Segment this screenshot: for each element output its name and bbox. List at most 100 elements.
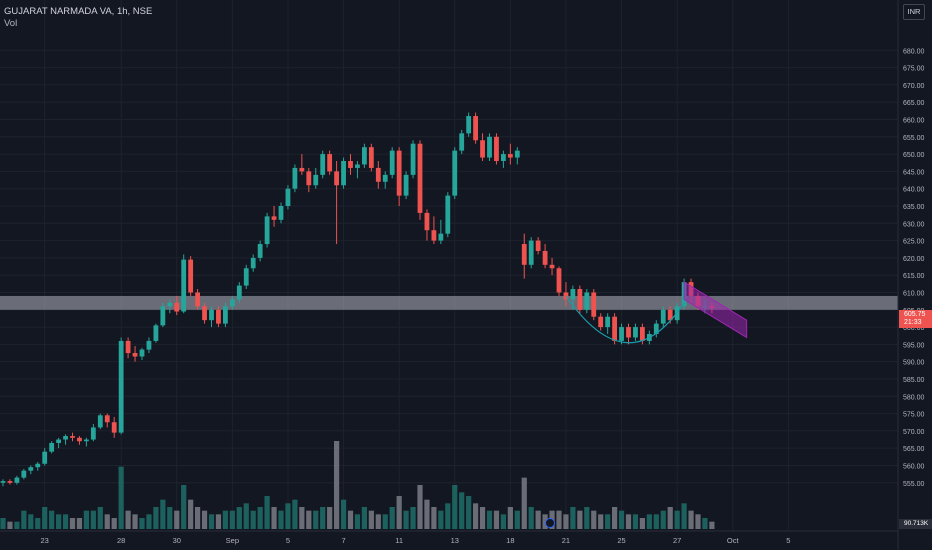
candle: [167, 299, 173, 314]
candle-body: [598, 316, 604, 328]
candles: [0, 112, 715, 487]
volume-bar: [49, 510, 55, 529]
candle-body: [236, 285, 242, 300]
candle: [438, 219, 444, 245]
symbol-title[interactable]: GUJARAT NARMADA VA, 1h, NSE: [4, 6, 153, 17]
candle-body: [626, 327, 631, 338]
candle: [612, 313, 617, 345]
volume-bar: [340, 499, 347, 529]
candle-body: [514, 150, 520, 158]
volume-bar: [389, 507, 395, 529]
candle: [35, 462, 41, 471]
volume-bar: [584, 507, 590, 529]
volume-bar: [250, 510, 256, 529]
volume-bar: [313, 510, 319, 529]
candle: [229, 295, 235, 310]
candle: [63, 434, 68, 445]
candle-body: [146, 340, 152, 350]
candle-body: [28, 467, 34, 471]
candle: [14, 475, 20, 485]
volume-bar: [653, 514, 659, 529]
candle-body: [375, 167, 381, 182]
candle: [487, 133, 492, 162]
price-axis-panel[interactable]: [898, 0, 932, 550]
candle-body: [640, 327, 645, 341]
price-tick-label: 630.00: [903, 221, 925, 228]
descending-channel: [683, 281, 748, 339]
volume-bar: [257, 507, 263, 529]
volume-bar: [222, 510, 228, 529]
volume-bar: [618, 510, 625, 529]
candle-body: [459, 133, 465, 151]
volume-indicator-label[interactable]: Vol: [4, 18, 18, 29]
volume-bar: [320, 507, 326, 529]
volume-bar: [188, 499, 194, 529]
candle: [0, 479, 6, 487]
volume-bar: [500, 514, 506, 529]
volume-bar: [702, 518, 708, 529]
price-tick-label: 560.00: [903, 463, 925, 470]
volume-tag-bg: [899, 519, 932, 529]
volume-bar: [612, 507, 618, 529]
candle-body: [285, 188, 291, 206]
candle-body: [223, 306, 228, 324]
volume-bar: [410, 507, 416, 529]
volume-bar: [195, 507, 201, 529]
volume-bar: [264, 496, 270, 529]
currency-button[interactable]: INR: [903, 4, 925, 20]
candle-body: [570, 289, 576, 300]
support-zone: [0, 295, 898, 310]
candle: [257, 240, 263, 262]
candle-body: [181, 259, 187, 312]
volume-bar: [201, 510, 208, 529]
candle-body: [382, 174, 388, 182]
volume-bar: [42, 507, 48, 529]
candle-body: [160, 306, 166, 326]
time-tick-label: 11: [395, 536, 403, 545]
volume-bar: [466, 496, 472, 529]
candle: [452, 147, 458, 200]
candle: [445, 192, 451, 238]
candle-body: [431, 230, 437, 241]
price-tick-label: 665.00: [903, 100, 925, 107]
time-tick-label: Sep: [226, 536, 239, 545]
price-tick-label: 625.00: [903, 239, 925, 246]
time-axis-ticks: 23 28 30 Sep 5 7 11 13 18 21 25 27 Oct 5: [41, 536, 791, 545]
candle: [459, 129, 465, 155]
candle: [84, 437, 89, 447]
candle-body: [229, 299, 235, 307]
candle: [320, 150, 326, 179]
volume-bar: [111, 518, 117, 529]
time-tick-label: 21: [562, 536, 570, 545]
volume-bar: [354, 514, 361, 529]
volume-bar: [146, 514, 152, 529]
time-tick-label: 7: [341, 536, 345, 545]
price-tick-label: 580.00: [903, 394, 925, 401]
candle: [306, 167, 312, 193]
volume-bar: [292, 499, 298, 529]
candle-body: [410, 143, 416, 175]
time-tick-label: 23: [41, 536, 49, 545]
volume-bar: [473, 503, 479, 529]
volume-bar: [347, 510, 354, 529]
price-tick-label: 640.00: [903, 187, 925, 194]
volume-bar: [361, 507, 367, 529]
volume-bar: [535, 510, 541, 529]
candle-body: [264, 216, 270, 245]
candle: [216, 306, 221, 328]
candle: [556, 266, 562, 296]
candle: [111, 417, 117, 438]
candle-body: [63, 436, 68, 440]
volume-bar: [285, 503, 291, 529]
candle-body: [70, 436, 75, 438]
time-tick-label: 30: [173, 536, 181, 545]
volume-bar: [438, 510, 444, 529]
news-marker-icon[interactable]: [545, 518, 555, 528]
candle: [243, 264, 249, 290]
candle: [507, 143, 513, 165]
candle-body: [292, 167, 298, 189]
price-tick-label: 680.00: [903, 48, 925, 55]
volume-value-label: 90.713K: [904, 520, 929, 527]
volume-bar: [153, 507, 159, 529]
